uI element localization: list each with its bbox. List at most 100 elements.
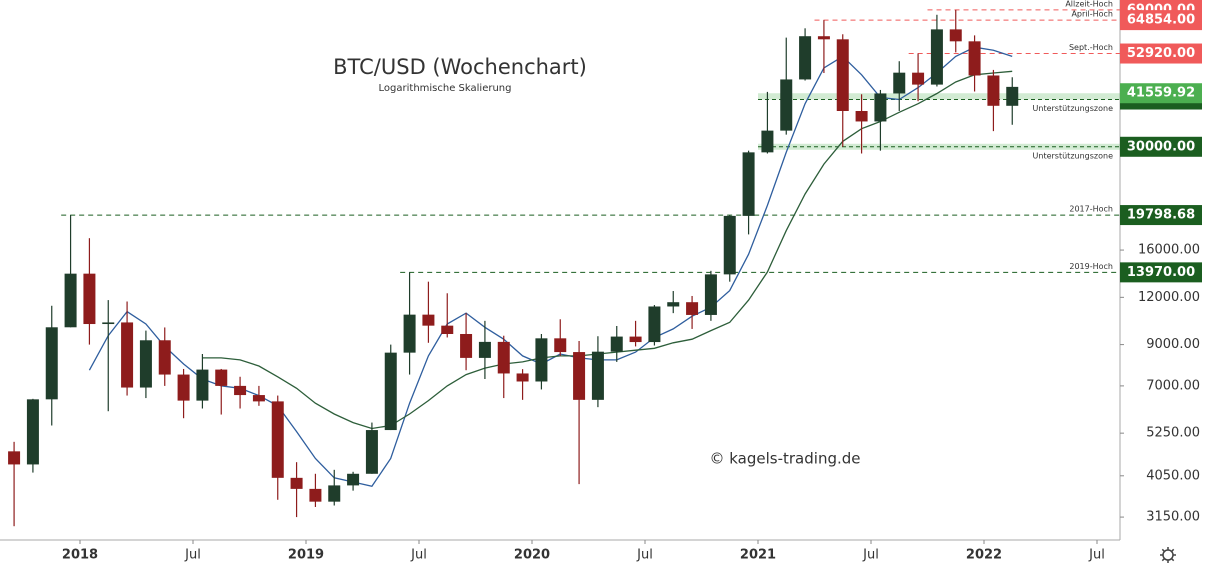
x-tick-label: Jul	[410, 548, 427, 563]
candle-body	[309, 488, 322, 502]
candle-body	[987, 75, 1000, 106]
level-name: 2019-Hoch	[1069, 262, 1113, 271]
candle-body	[1006, 86, 1019, 106]
candle-body	[422, 314, 435, 326]
level-name: Allzeit-Hoch	[1065, 0, 1113, 8]
candle-body	[139, 340, 152, 388]
candle-body	[460, 333, 473, 358]
candle-body	[912, 72, 925, 85]
zone-name: Unterstützungszone	[1033, 104, 1114, 113]
chart-subtitle: Logarithmische Skalierung	[379, 83, 512, 94]
candle-body	[403, 314, 416, 353]
candle-body	[817, 36, 830, 40]
candle-body	[8, 451, 21, 465]
candle-body	[196, 369, 209, 401]
level-price-label: 64854.00	[1127, 13, 1195, 28]
zone-name: Unterstützungszone	[1033, 151, 1114, 160]
candle-body	[554, 338, 567, 353]
gear-teeth	[1160, 547, 1176, 563]
candle-body	[855, 110, 868, 122]
y-tick-label: 12000.00	[1138, 290, 1200, 305]
candle-body	[686, 302, 699, 315]
candle-body	[949, 29, 962, 42]
x-tick-label: Jul	[636, 548, 653, 563]
y-tick-label: 7000.00	[1146, 378, 1200, 393]
level-name: April-Hoch	[1071, 10, 1113, 19]
candle-body	[234, 385, 247, 396]
candle-body	[667, 302, 680, 307]
candle-body	[347, 473, 360, 486]
x-tick-label: 2019	[288, 548, 324, 563]
candle-body	[121, 322, 134, 388]
candle-body	[45, 327, 58, 400]
moving-average	[202, 70, 1013, 430]
y-tick-label: 16000.00	[1138, 243, 1200, 258]
level-price-box	[1120, 43, 1202, 64]
candle-body	[930, 29, 943, 85]
y-tick-label: 4050.00	[1146, 468, 1200, 483]
zone-price-box	[1120, 136, 1202, 157]
level-price-label: 19798.68	[1127, 208, 1195, 223]
level-price-label: 13970.00	[1127, 265, 1195, 280]
level-price-box	[1120, 205, 1202, 226]
candle-body	[215, 369, 228, 386]
x-tick-label: Jul	[184, 548, 201, 563]
candle-body	[799, 36, 812, 80]
candle-body	[742, 152, 755, 216]
candle-body	[102, 322, 115, 325]
candle-body	[629, 336, 642, 343]
x-tick-label: 2018	[62, 548, 98, 563]
candle-body	[328, 485, 341, 502]
zone-top-label: 41559.92	[1127, 86, 1195, 101]
watermark: © kagels-trading.de	[709, 450, 860, 468]
x-tick-label: Jul	[862, 548, 879, 563]
candle-body	[516, 373, 529, 382]
candle-body	[252, 395, 265, 402]
candle-body	[610, 336, 623, 352]
candle-body	[497, 341, 510, 374]
x-tick-label: 2022	[966, 548, 1002, 563]
y-tick-label: 9000.00	[1146, 337, 1200, 352]
candle-body	[158, 340, 171, 375]
x-tick-label: Jul	[1088, 548, 1105, 563]
candle-body	[384, 352, 397, 431]
candle-body	[780, 79, 793, 131]
candle-body	[478, 341, 491, 358]
candle-body	[723, 215, 736, 275]
level-price-label: 52920.00	[1127, 46, 1195, 61]
candle-body	[290, 477, 303, 489]
candle-body	[64, 273, 77, 328]
candle-body	[761, 130, 774, 153]
candle-body	[441, 325, 454, 334]
level-price-box	[1120, 262, 1202, 283]
zone-top-box	[1120, 83, 1202, 104]
support-zone	[758, 93, 1120, 100]
y-tick-label: 3150.00	[1146, 510, 1200, 525]
candle-body	[535, 338, 548, 382]
candle-body	[648, 306, 661, 343]
candle-body	[365, 430, 378, 474]
level-price-box	[1120, 10, 1202, 31]
chart-title: BTC/USD (Wochenchart)	[333, 55, 587, 79]
candle-body	[874, 93, 887, 122]
level-name: 2017-Hoch	[1069, 205, 1113, 214]
x-tick-label: 2021	[740, 548, 776, 563]
candle-body	[26, 399, 39, 465]
candle-body	[573, 352, 586, 400]
y-tick-label: 5250.00	[1146, 426, 1200, 441]
settings-icon[interactable]	[1160, 547, 1176, 563]
candle-body	[836, 39, 849, 111]
candle-body	[893, 72, 906, 94]
candle-body	[704, 274, 717, 315]
candle-body	[591, 351, 604, 400]
candle-body	[83, 273, 96, 325]
candle-body	[177, 374, 190, 401]
x-tick-label: 2020	[514, 548, 550, 563]
level-name: Sept.-Hoch	[1069, 43, 1113, 52]
support-zone	[758, 143, 1120, 150]
zone-price-label: 30000.00	[1127, 139, 1195, 154]
candle-body	[271, 401, 284, 478]
candle-body	[968, 41, 981, 76]
